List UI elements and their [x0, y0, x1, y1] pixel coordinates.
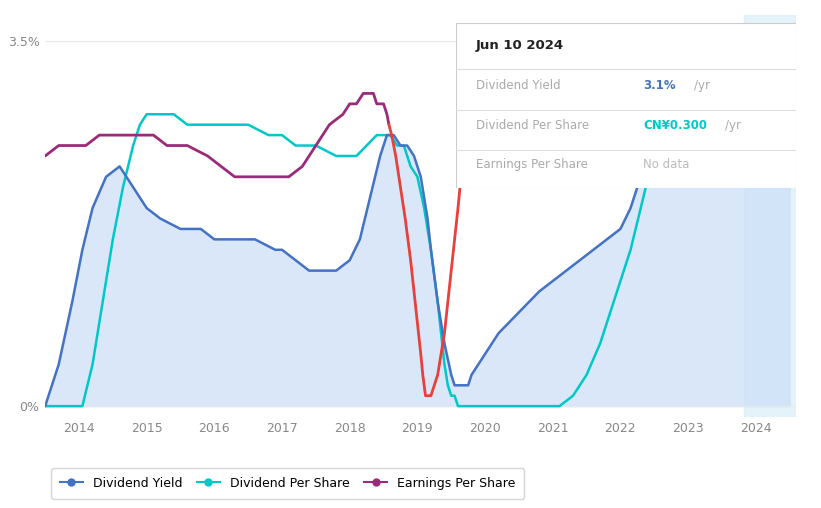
Legend: Dividend Yield, Dividend Per Share, Earnings Per Share: Dividend Yield, Dividend Per Share, Earn…	[52, 468, 524, 498]
Text: 3.1%: 3.1%	[643, 79, 676, 92]
Text: Jun 10 2024: Jun 10 2024	[476, 39, 564, 52]
Text: Past: Past	[748, 36, 773, 49]
Text: /yr: /yr	[725, 118, 741, 132]
Text: Dividend Yield: Dividend Yield	[476, 79, 561, 92]
Text: Earnings Per Share: Earnings Per Share	[476, 158, 588, 171]
Text: CN¥0.300: CN¥0.300	[643, 118, 707, 132]
Text: Dividend Per Share: Dividend Per Share	[476, 118, 589, 132]
Text: No data: No data	[643, 158, 690, 171]
FancyBboxPatch shape	[456, 23, 796, 188]
Bar	[745, 15, 796, 417]
Text: /yr: /yr	[695, 79, 710, 92]
